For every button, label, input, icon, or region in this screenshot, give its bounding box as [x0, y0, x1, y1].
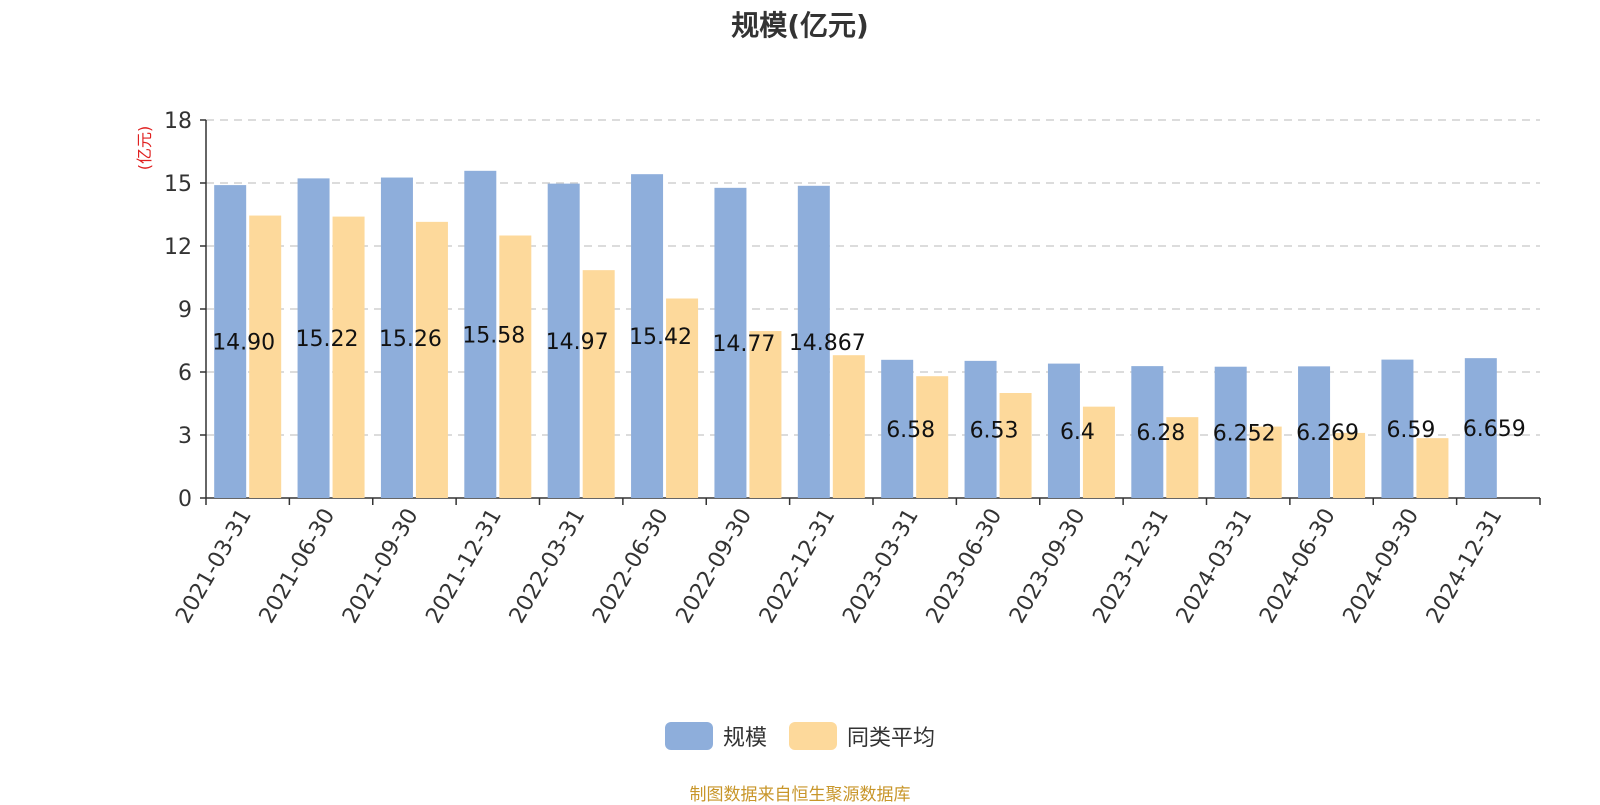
- y-tick-label-6: 6: [178, 361, 192, 386]
- bar-scale-2024-09-30: [1381, 359, 1414, 498]
- bar-peer-average-2021-12-31: [499, 235, 532, 498]
- x-tick-label-2023-09-30: 2023-09-30: [1005, 505, 1091, 628]
- bar-peer-average-2023-03-31: [916, 376, 949, 498]
- data-label-scale-2023-12-31: 6.28: [1136, 421, 1185, 446]
- bar-scale-2022-12-31: [797, 185, 830, 498]
- bar-scale-2022-09-30: [714, 187, 747, 498]
- data-label-scale-2024-12-31: 6.659: [1463, 417, 1526, 442]
- bar-peer-average-2024-03-31: [1249, 426, 1282, 498]
- bar-peer-average-2023-09-30: [1082, 406, 1115, 498]
- data-label-scale-2022-03-31: 14.97: [546, 330, 609, 355]
- y-tick-label-0: 0: [178, 487, 192, 512]
- bar-peer-average-2021-03-31: [249, 215, 282, 499]
- x-tick-label-2022-09-30: 2022-09-30: [672, 505, 758, 628]
- bar-scale-2021-03-31: [214, 185, 247, 498]
- x-tick-label-2022-12-31: 2022-12-31: [755, 505, 841, 628]
- data-label-scale-2024-06-30: 6.269: [1296, 421, 1359, 446]
- bar-peer-average-2022-06-30: [666, 298, 699, 498]
- y-tick-label-18: 18: [164, 109, 192, 134]
- x-tick-label-2023-03-31: 2023-03-31: [838, 505, 924, 628]
- bar-peer-average-2022-12-31: [832, 355, 865, 498]
- data-label-scale-2022-12-31: 14.867: [789, 331, 866, 356]
- legend-label-peer-average: 同类平均: [847, 726, 936, 751]
- y-axis-label: (亿元): [135, 126, 154, 171]
- x-tick-label-2024-06-30: 2024-06-30: [1255, 505, 1341, 628]
- bar-scale-2021-06-30: [297, 178, 330, 498]
- bar-scale-2024-03-31: [1214, 366, 1247, 498]
- bar-peer-average-2022-03-31: [582, 270, 615, 498]
- data-labels: 14.90 15.22 15.26 15.58 14.97 15.42 14.77 14.86…: [212, 323, 1526, 446]
- legend-item-scale[interactable]: 规模: [664, 720, 767, 752]
- bar-scale-2022-06-30: [631, 174, 664, 498]
- y-tick-label-3: 3: [178, 424, 192, 449]
- x-tick-label-2021-03-31: 2021-03-31: [171, 505, 257, 628]
- legend-label-scale: 规模: [722, 726, 767, 751]
- bar-scale-2022-03-31: [547, 183, 580, 498]
- data-label-scale-2021-12-31: 15.58: [462, 323, 525, 348]
- bars: [214, 170, 1497, 499]
- data-label-scale-2021-03-31: 14.90: [212, 331, 275, 356]
- chart-title: 规模(亿元): [731, 9, 869, 42]
- bar-scale-2024-06-30: [1298, 366, 1331, 498]
- bar-scale-2023-06-30: [964, 360, 997, 498]
- data-label-scale-2024-03-31: 6.252: [1213, 421, 1276, 446]
- bar-peer-average-2021-09-30: [415, 221, 448, 498]
- data-label-scale-2021-06-30: 15.22: [296, 327, 359, 352]
- source-note: 制图数据来自恒生聚源数据库: [689, 785, 911, 805]
- x-tick-label-2024-12-31: 2024-12-31: [1422, 505, 1508, 628]
- x-tick-label-2024-09-30: 2024-09-30: [1339, 505, 1425, 628]
- bar-peer-average-2024-09-30: [1416, 438, 1449, 498]
- legend-swatch-peer-average: [789, 722, 837, 750]
- data-label-scale-2022-09-30: 14.77: [712, 332, 775, 357]
- y-tick-label-15: 15: [164, 172, 192, 197]
- bar-scale-2023-12-31: [1131, 366, 1164, 498]
- bar-peer-average-2023-12-31: [1166, 417, 1199, 498]
- bar-peer-average-2024-06-30: [1333, 432, 1366, 498]
- bar-peer-average-2023-06-30: [999, 393, 1032, 498]
- y-tick-label-12: 12: [164, 235, 192, 260]
- x-tick-label-2021-12-31: 2021-12-31: [421, 505, 507, 628]
- x-tick-label-2023-06-30: 2023-06-30: [922, 505, 1008, 628]
- x-tick-label-2024-03-31: 2024-03-31: [1172, 505, 1258, 628]
- data-label-scale-2022-06-30: 15.42: [629, 325, 692, 350]
- data-label-scale-2023-06-30: 6.53: [970, 418, 1019, 443]
- bar-scale-2021-12-31: [464, 170, 497, 498]
- bar-scale-2024-12-31: [1464, 358, 1497, 498]
- y-tick-label-9: 9: [178, 298, 192, 323]
- bar-scale-2023-03-31: [881, 359, 914, 498]
- data-label-scale-2024-09-30: 6.59: [1386, 418, 1435, 443]
- legend-swatch-scale: [664, 722, 713, 750]
- bar-peer-average-2021-06-30: [332, 216, 365, 498]
- x-tick-label-2021-06-30: 2021-06-30: [255, 505, 341, 628]
- x-tick-label-2023-12-31: 2023-12-31: [1088, 505, 1174, 628]
- bar-scale-2023-09-30: [1047, 363, 1080, 498]
- data-label-scale-2023-09-30: 6.4: [1060, 420, 1095, 445]
- x-tick-label-2022-03-31: 2022-03-31: [505, 505, 591, 628]
- x-tick-label-2021-09-30: 2021-09-30: [338, 505, 424, 628]
- data-label-scale-2023-03-31: 6.58: [886, 418, 935, 443]
- x-tick-label-2022-06-30: 2022-06-30: [588, 505, 674, 628]
- bar-scale-2021-09-30: [380, 177, 413, 499]
- legend: 规模 同类平均: [0, 720, 1600, 752]
- legend-item-peer-average[interactable]: 同类平均: [789, 720, 935, 752]
- bar-peer-average-2022-09-30: [749, 331, 782, 498]
- data-label-scale-2021-09-30: 15.26: [379, 327, 442, 352]
